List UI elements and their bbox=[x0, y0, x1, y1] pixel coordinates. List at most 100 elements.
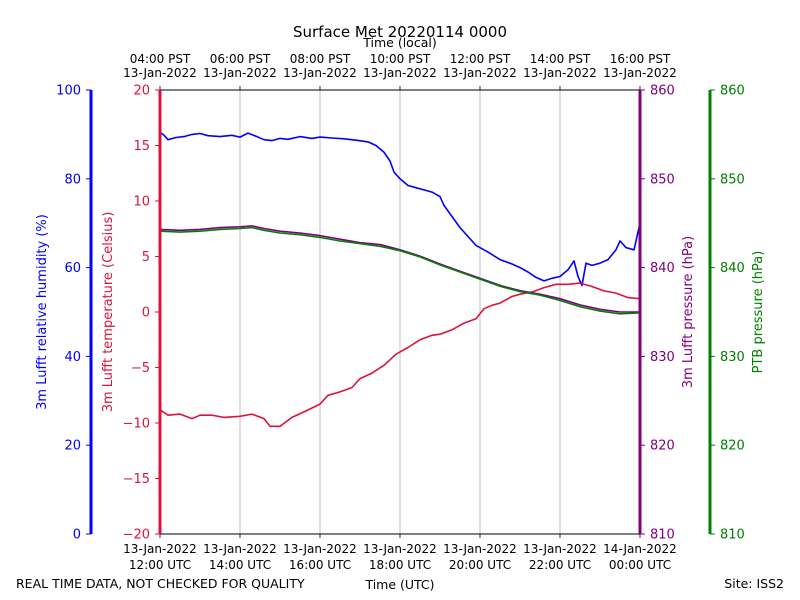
data-point-humidity bbox=[499, 259, 501, 261]
x-tick-label-bottom-utc: 20:00 UTC bbox=[449, 558, 511, 572]
data-point-temperature bbox=[439, 333, 441, 335]
data-point-temperature bbox=[167, 414, 169, 416]
data-point-pressure-lufft bbox=[379, 243, 381, 246]
data-point-pressure-lufft bbox=[579, 304, 581, 306]
data-point-temperature bbox=[179, 413, 181, 415]
data-point-pressure-lufft bbox=[199, 228, 201, 230]
x-tick-label-bottom-utc: 14:00 UTC bbox=[209, 558, 271, 572]
x-tick-label-bottom-utc: 12:00 UTC bbox=[129, 558, 191, 572]
data-point-pressure-ptb bbox=[379, 245, 381, 247]
data-point-temperature bbox=[579, 282, 581, 284]
quality-note: REAL TIME DATA, NOT CHECKED FOR QUALITY bbox=[16, 576, 305, 591]
data-point-pressure-lufft bbox=[239, 226, 241, 228]
data-point-humidity bbox=[311, 137, 313, 139]
x-tick-label-top-date: 13-Jan-2022 bbox=[363, 66, 437, 80]
data-point-humidity bbox=[511, 263, 513, 265]
data-point-temperature bbox=[615, 292, 617, 294]
data-point-pressure-ptb bbox=[319, 236, 321, 238]
data-point-pressure-ptb bbox=[263, 229, 265, 231]
series-group bbox=[159, 131, 641, 428]
lufft-pressure-axis-label: 3m Lufft pressure (hPa) bbox=[681, 236, 696, 388]
data-point-humidity bbox=[443, 204, 445, 206]
humidity-tick-label: 20 bbox=[64, 439, 81, 454]
data-point-temperature bbox=[303, 411, 305, 413]
temperature-tick-label: 20 bbox=[133, 84, 150, 99]
data-point-pressure-ptb bbox=[599, 310, 601, 312]
data-point-humidity bbox=[551, 277, 553, 279]
data-point-humidity bbox=[577, 275, 579, 278]
data-point-temperature bbox=[239, 415, 241, 417]
data-point-pressure-ptb bbox=[459, 271, 461, 273]
data-point-humidity bbox=[191, 133, 193, 135]
data-point-humidity bbox=[299, 136, 301, 138]
data-point-pressure-ptb bbox=[619, 313, 621, 315]
data-point-humidity bbox=[451, 215, 453, 218]
data-point-humidity bbox=[399, 178, 401, 180]
data-point-pressure-ptb bbox=[199, 230, 201, 232]
humidity-axis-label: 3m Lufft relative humidity (%) bbox=[35, 214, 50, 410]
data-point-humidity bbox=[439, 196, 441, 198]
x-tick-label-top: 08:00 PST bbox=[290, 52, 351, 66]
data-point-pressure-lufft bbox=[319, 235, 321, 237]
data-point-humidity bbox=[559, 275, 561, 278]
data-point-temperature bbox=[383, 364, 385, 366]
x-tick-label-bottom: 13-Jan-2022 bbox=[443, 542, 517, 556]
data-point-humidity bbox=[519, 267, 521, 269]
x-tick-label-top: 14:00 PST bbox=[530, 52, 591, 66]
pressure-ptb-tick-label: 850 bbox=[720, 172, 745, 187]
pressure-lufft-tick-label: 820 bbox=[650, 439, 675, 454]
chart-title: Surface Met 20220114 0000 bbox=[293, 23, 507, 41]
data-point-temperature bbox=[591, 285, 593, 288]
data-point-pressure-ptb bbox=[479, 278, 481, 280]
pressure-ptb-tick-label: 840 bbox=[720, 261, 745, 276]
data-point-humidity bbox=[543, 280, 545, 282]
data-point-temperature bbox=[251, 413, 253, 415]
data-point-pressure-ptb bbox=[219, 228, 221, 230]
data-point-temperature bbox=[263, 418, 265, 420]
x-tick-label-top: 16:00 PST bbox=[610, 52, 671, 66]
ptb-pressure-axis-label: PTB pressure (hPa) bbox=[751, 251, 766, 374]
data-point-temperature bbox=[499, 302, 501, 304]
data-point-humidity bbox=[431, 191, 433, 193]
x-tick-label-top: 10:00 PST bbox=[370, 52, 431, 66]
data-point-humidity bbox=[633, 249, 635, 251]
humidity-tick-label: 100 bbox=[56, 84, 81, 99]
temperature-tick-label: −5 bbox=[131, 361, 150, 376]
x-tick-label-bottom-utc: 16:00 UTC bbox=[289, 558, 351, 572]
x-tick-label-top-date: 13-Jan-2022 bbox=[123, 66, 197, 80]
data-point-humidity bbox=[393, 171, 395, 173]
x-tick-label-bottom-utc: 18:00 UTC bbox=[369, 558, 431, 572]
humidity-tick-label: 60 bbox=[64, 261, 81, 276]
temperature-tick-label: 0 bbox=[142, 306, 150, 321]
top-axis-label: Time (local) bbox=[362, 35, 436, 50]
data-point-temperature bbox=[519, 293, 521, 295]
pressure-ptb-tick-label: 860 bbox=[720, 84, 745, 99]
data-point-pressure-lufft bbox=[339, 238, 341, 240]
data-point-temperature bbox=[359, 378, 361, 380]
data-point-humidity bbox=[219, 136, 221, 138]
data-point-humidity bbox=[247, 132, 249, 134]
data-point-humidity bbox=[389, 160, 391, 162]
data-point-temperature bbox=[407, 346, 409, 349]
data-point-temperature bbox=[491, 304, 493, 306]
x-tick-label-bottom: 13-Jan-2022 bbox=[363, 542, 437, 556]
data-point-pressure-lufft bbox=[599, 308, 601, 310]
data-point-temperature bbox=[463, 322, 465, 324]
data-point-temperature bbox=[291, 416, 293, 418]
data-point-pressure-ptb bbox=[339, 240, 341, 242]
data-point-temperature bbox=[483, 308, 485, 310]
data-point-humidity bbox=[375, 144, 377, 147]
humidity-tick-label: 80 bbox=[64, 172, 81, 187]
data-point-temperature bbox=[327, 394, 329, 396]
data-point-humidity bbox=[475, 244, 477, 246]
data-point-humidity bbox=[183, 136, 185, 138]
data-point-humidity bbox=[581, 284, 583, 286]
x-tick-label-bottom-utc: 00:00 UTC bbox=[609, 558, 671, 572]
series-line-pressure-lufft bbox=[159, 225, 640, 313]
data-point-temperature bbox=[567, 283, 569, 285]
x-tick-label-bottom: 13-Jan-2022 bbox=[203, 542, 277, 556]
data-point-humidity bbox=[487, 251, 489, 253]
temperature-tick-label: 10 bbox=[133, 195, 150, 210]
temperature-axis-label: 3m Lufft temperature (Celsius) bbox=[101, 212, 116, 413]
